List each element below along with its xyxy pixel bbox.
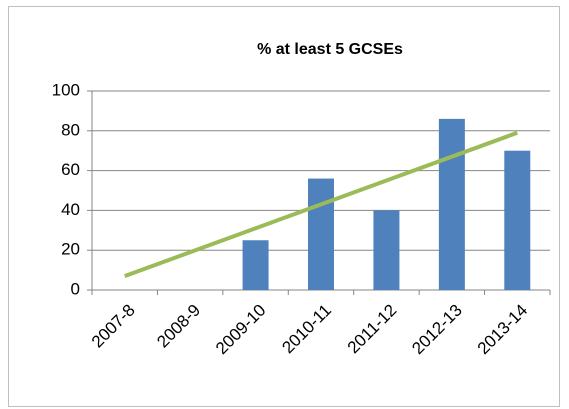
bar xyxy=(308,178,334,290)
bar xyxy=(242,240,269,290)
chart-title: % at least 5 GCSEs xyxy=(257,41,403,58)
y-tick-label: 0 xyxy=(71,279,80,298)
chart-border xyxy=(8,6,560,407)
y-tick-label: 60 xyxy=(61,160,80,179)
bar xyxy=(438,118,465,290)
trendline xyxy=(124,130,518,278)
y-tick-label: 20 xyxy=(61,240,80,259)
bar xyxy=(504,150,531,290)
y-tick-label: 80 xyxy=(61,120,80,139)
bar xyxy=(373,210,400,290)
y-tick-label: 40 xyxy=(61,200,80,219)
y-tick-label: 100 xyxy=(52,80,80,99)
